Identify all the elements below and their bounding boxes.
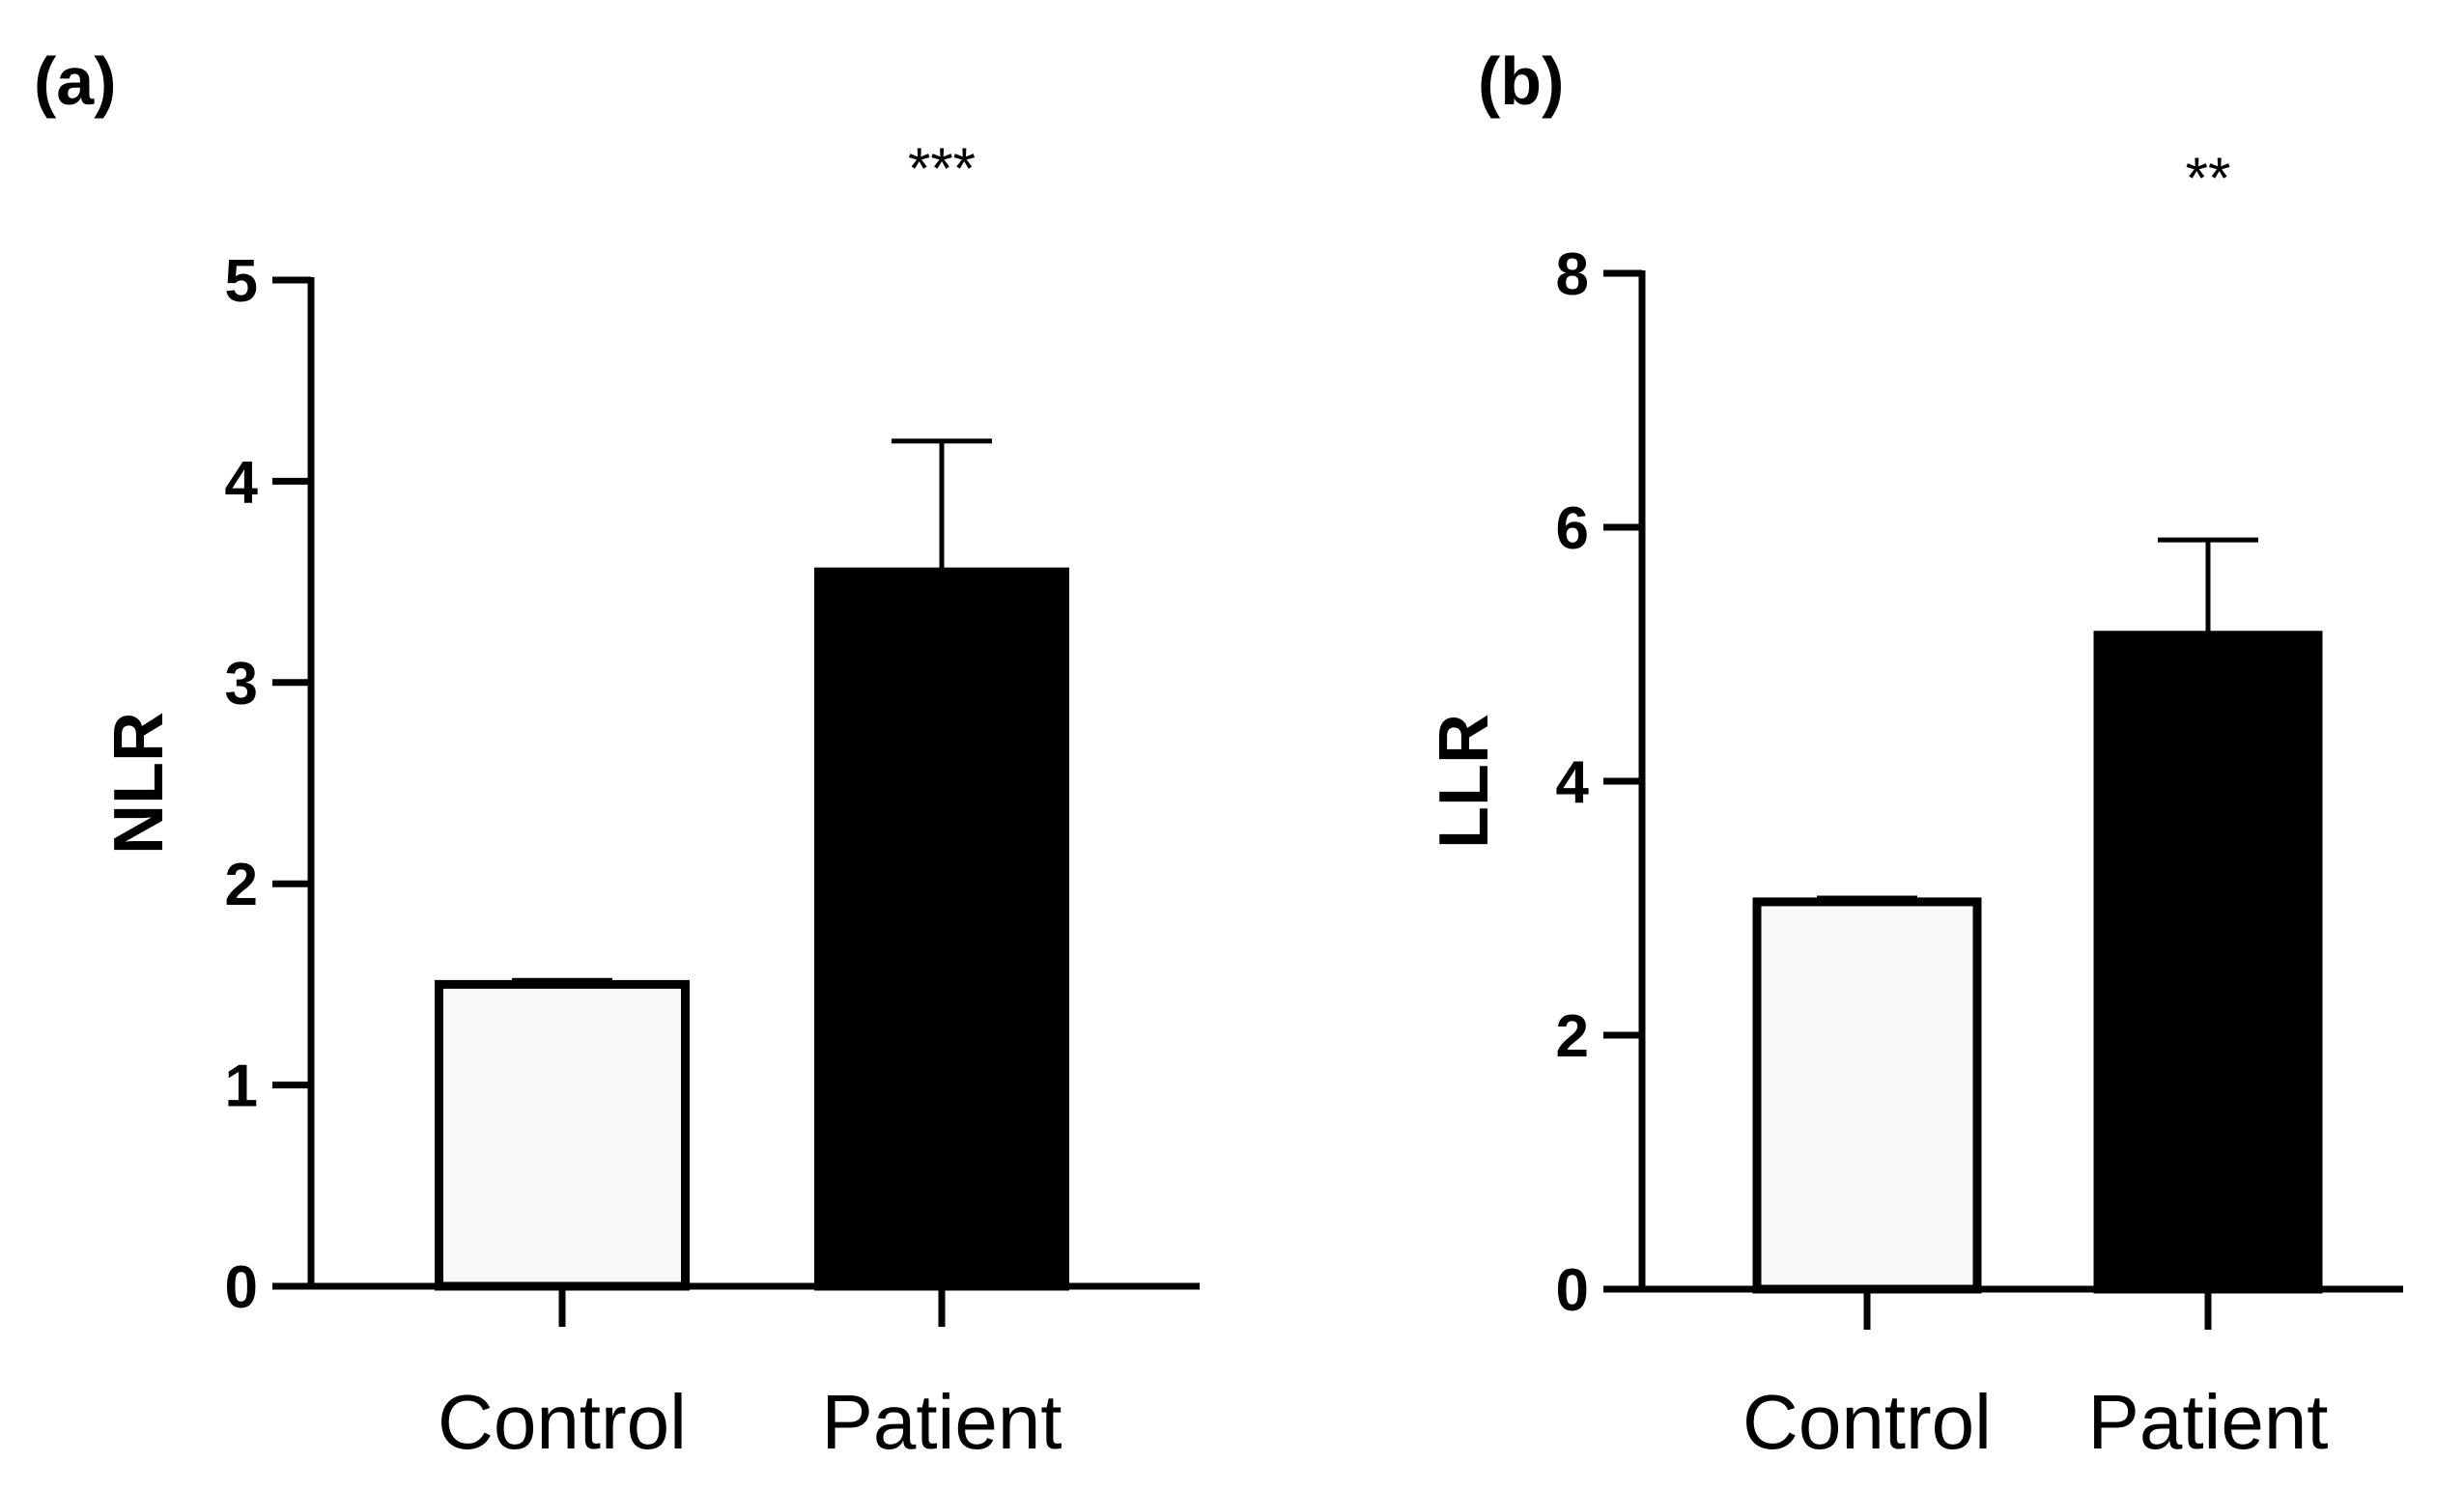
panel-b-y-tick-label: 4 [1556, 749, 1590, 816]
panel-a-significance: *** [908, 136, 976, 201]
panel-a-y-tick-label: 1 [225, 1054, 258, 1120]
panel-b-category-label: Control [1742, 1379, 1992, 1465]
panel-b-y-tick-label: 6 [1556, 495, 1589, 562]
panel-b-label: (b) [1478, 43, 1564, 119]
panel-a-y-tick-label: 2 [225, 852, 258, 918]
panel-b-y-tick-label: 0 [1556, 1257, 1589, 1324]
panel-a-category-label: Control [438, 1379, 687, 1465]
panel-a-category-label: Patient [821, 1379, 1062, 1465]
panel-b-y-tick-label: 2 [1556, 1003, 1589, 1070]
panel-a-y-tick-label: 0 [225, 1254, 258, 1321]
chart-panel-a: (a) *** NLR Control Patient 0 1 2 3 4 5 [34, 43, 1200, 1465]
panel-b-marks: Control Patient 0 2 4 6 8 [1556, 241, 2403, 1465]
panel-a-y-tick-label: 4 [225, 449, 259, 516]
panel-b-bar-patient [2093, 631, 2323, 1294]
panel-a-marks: Control Patient 0 1 2 3 4 5 [225, 248, 1200, 1465]
panel-a-y-tick-label: 5 [225, 248, 258, 315]
panel-a-y-tick-label: 3 [225, 651, 258, 717]
panel-b-y-axis-title: LLR [1426, 714, 1503, 849]
panel-b-bar-control [1752, 897, 1982, 1294]
panel-a-label: (a) [34, 43, 117, 119]
panel-a-y-axis-title: NLR [100, 712, 178, 855]
panel-b-category-label: Patient [2087, 1379, 2328, 1465]
panel-b-significance: ** [2186, 146, 2231, 211]
panel-b-y-tick-label: 8 [1556, 241, 1589, 308]
chart-panel-b: (b) ** LLR Control Patient 0 2 4 6 8 [1426, 43, 2403, 1465]
panel-a-bar-control [435, 979, 690, 1291]
panel-a-bar-patient [814, 567, 1069, 1291]
